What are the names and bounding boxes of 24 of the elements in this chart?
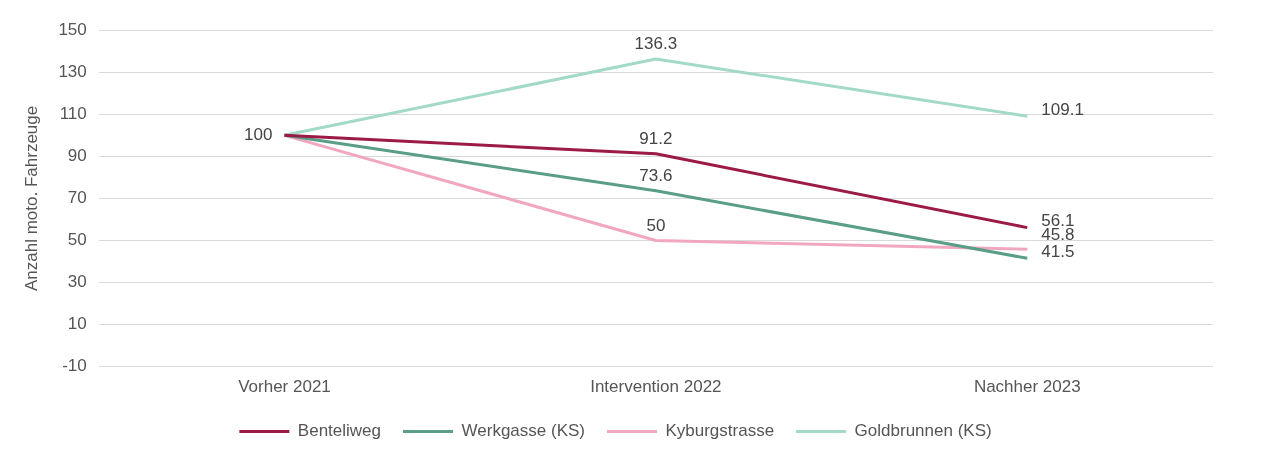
data-label: 41.5 [1041,242,1075,262]
legend-label: Goldbrunnen (KS) [854,421,992,441]
y-tick-label: 110 [59,103,87,123]
x-tick-label: Vorher 2021 [238,377,331,397]
y-tick-label: 150 [58,19,87,39]
data-label: 91.2 [639,129,673,149]
data-label: 73.6 [639,166,673,186]
y-tick-label: -10 [62,356,87,376]
y-tick-label: 70 [67,188,87,208]
y-axis-title: Anzahl moto. Fahrzeuge [21,105,41,292]
y-tick-label: 30 [67,272,87,292]
y-tick-label: 50 [67,230,87,250]
y-tick-label: 90 [67,146,87,166]
legend-label: Werkgasse (KS) [461,421,585,441]
legend-label: Kyburgstrasse [665,421,775,441]
x-tick-label: Nachher 2023 [973,377,1081,397]
y-tick-label: 10 [67,314,87,334]
data-label: 50 [646,215,666,235]
y-tick-label: 130 [58,61,87,81]
x-tick-label: Intervention 2022 [590,377,722,397]
data-label: 100 [244,125,273,145]
legend-label: Benteliweg [297,421,382,441]
data-label: 109.1 [1041,99,1084,119]
data-label: 136.3 [634,34,678,54]
